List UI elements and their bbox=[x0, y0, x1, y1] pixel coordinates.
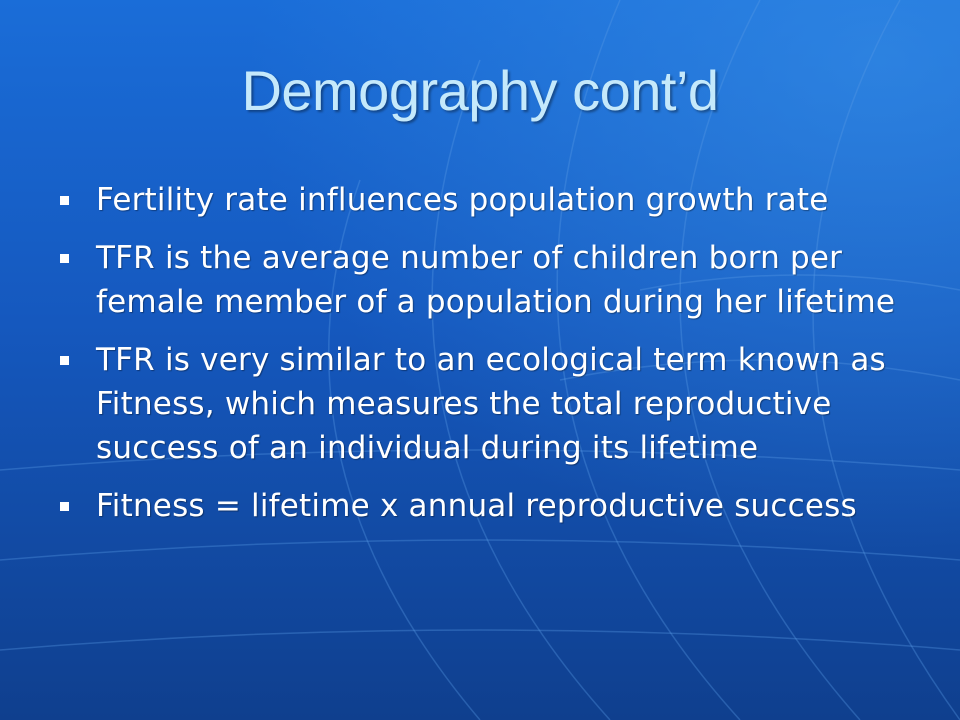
bullet-item: Fitness = lifetime x annual reproductive… bbox=[58, 484, 898, 528]
square-bullet-icon bbox=[60, 356, 69, 365]
bullet-list: Fertility rate influences population gro… bbox=[58, 178, 898, 542]
slide-title: Demography cont’d bbox=[241, 59, 719, 122]
bullet-text: Fitness = lifetime x annual reproductive… bbox=[96, 488, 857, 524]
bullet-text: TFR is the average number of children bo… bbox=[96, 240, 896, 320]
bullet-text: TFR is very similar to an ecological ter… bbox=[96, 342, 886, 466]
square-bullet-icon bbox=[60, 254, 69, 263]
bullet-item: TFR is very similar to an ecological ter… bbox=[58, 338, 898, 470]
bullet-item: TFR is the average number of children bo… bbox=[58, 236, 898, 324]
bullet-text: Fertility rate influences population gro… bbox=[96, 182, 829, 218]
square-bullet-icon bbox=[60, 502, 69, 511]
square-bullet-icon bbox=[60, 196, 69, 205]
bullet-item: Fertility rate influences population gro… bbox=[58, 178, 898, 222]
